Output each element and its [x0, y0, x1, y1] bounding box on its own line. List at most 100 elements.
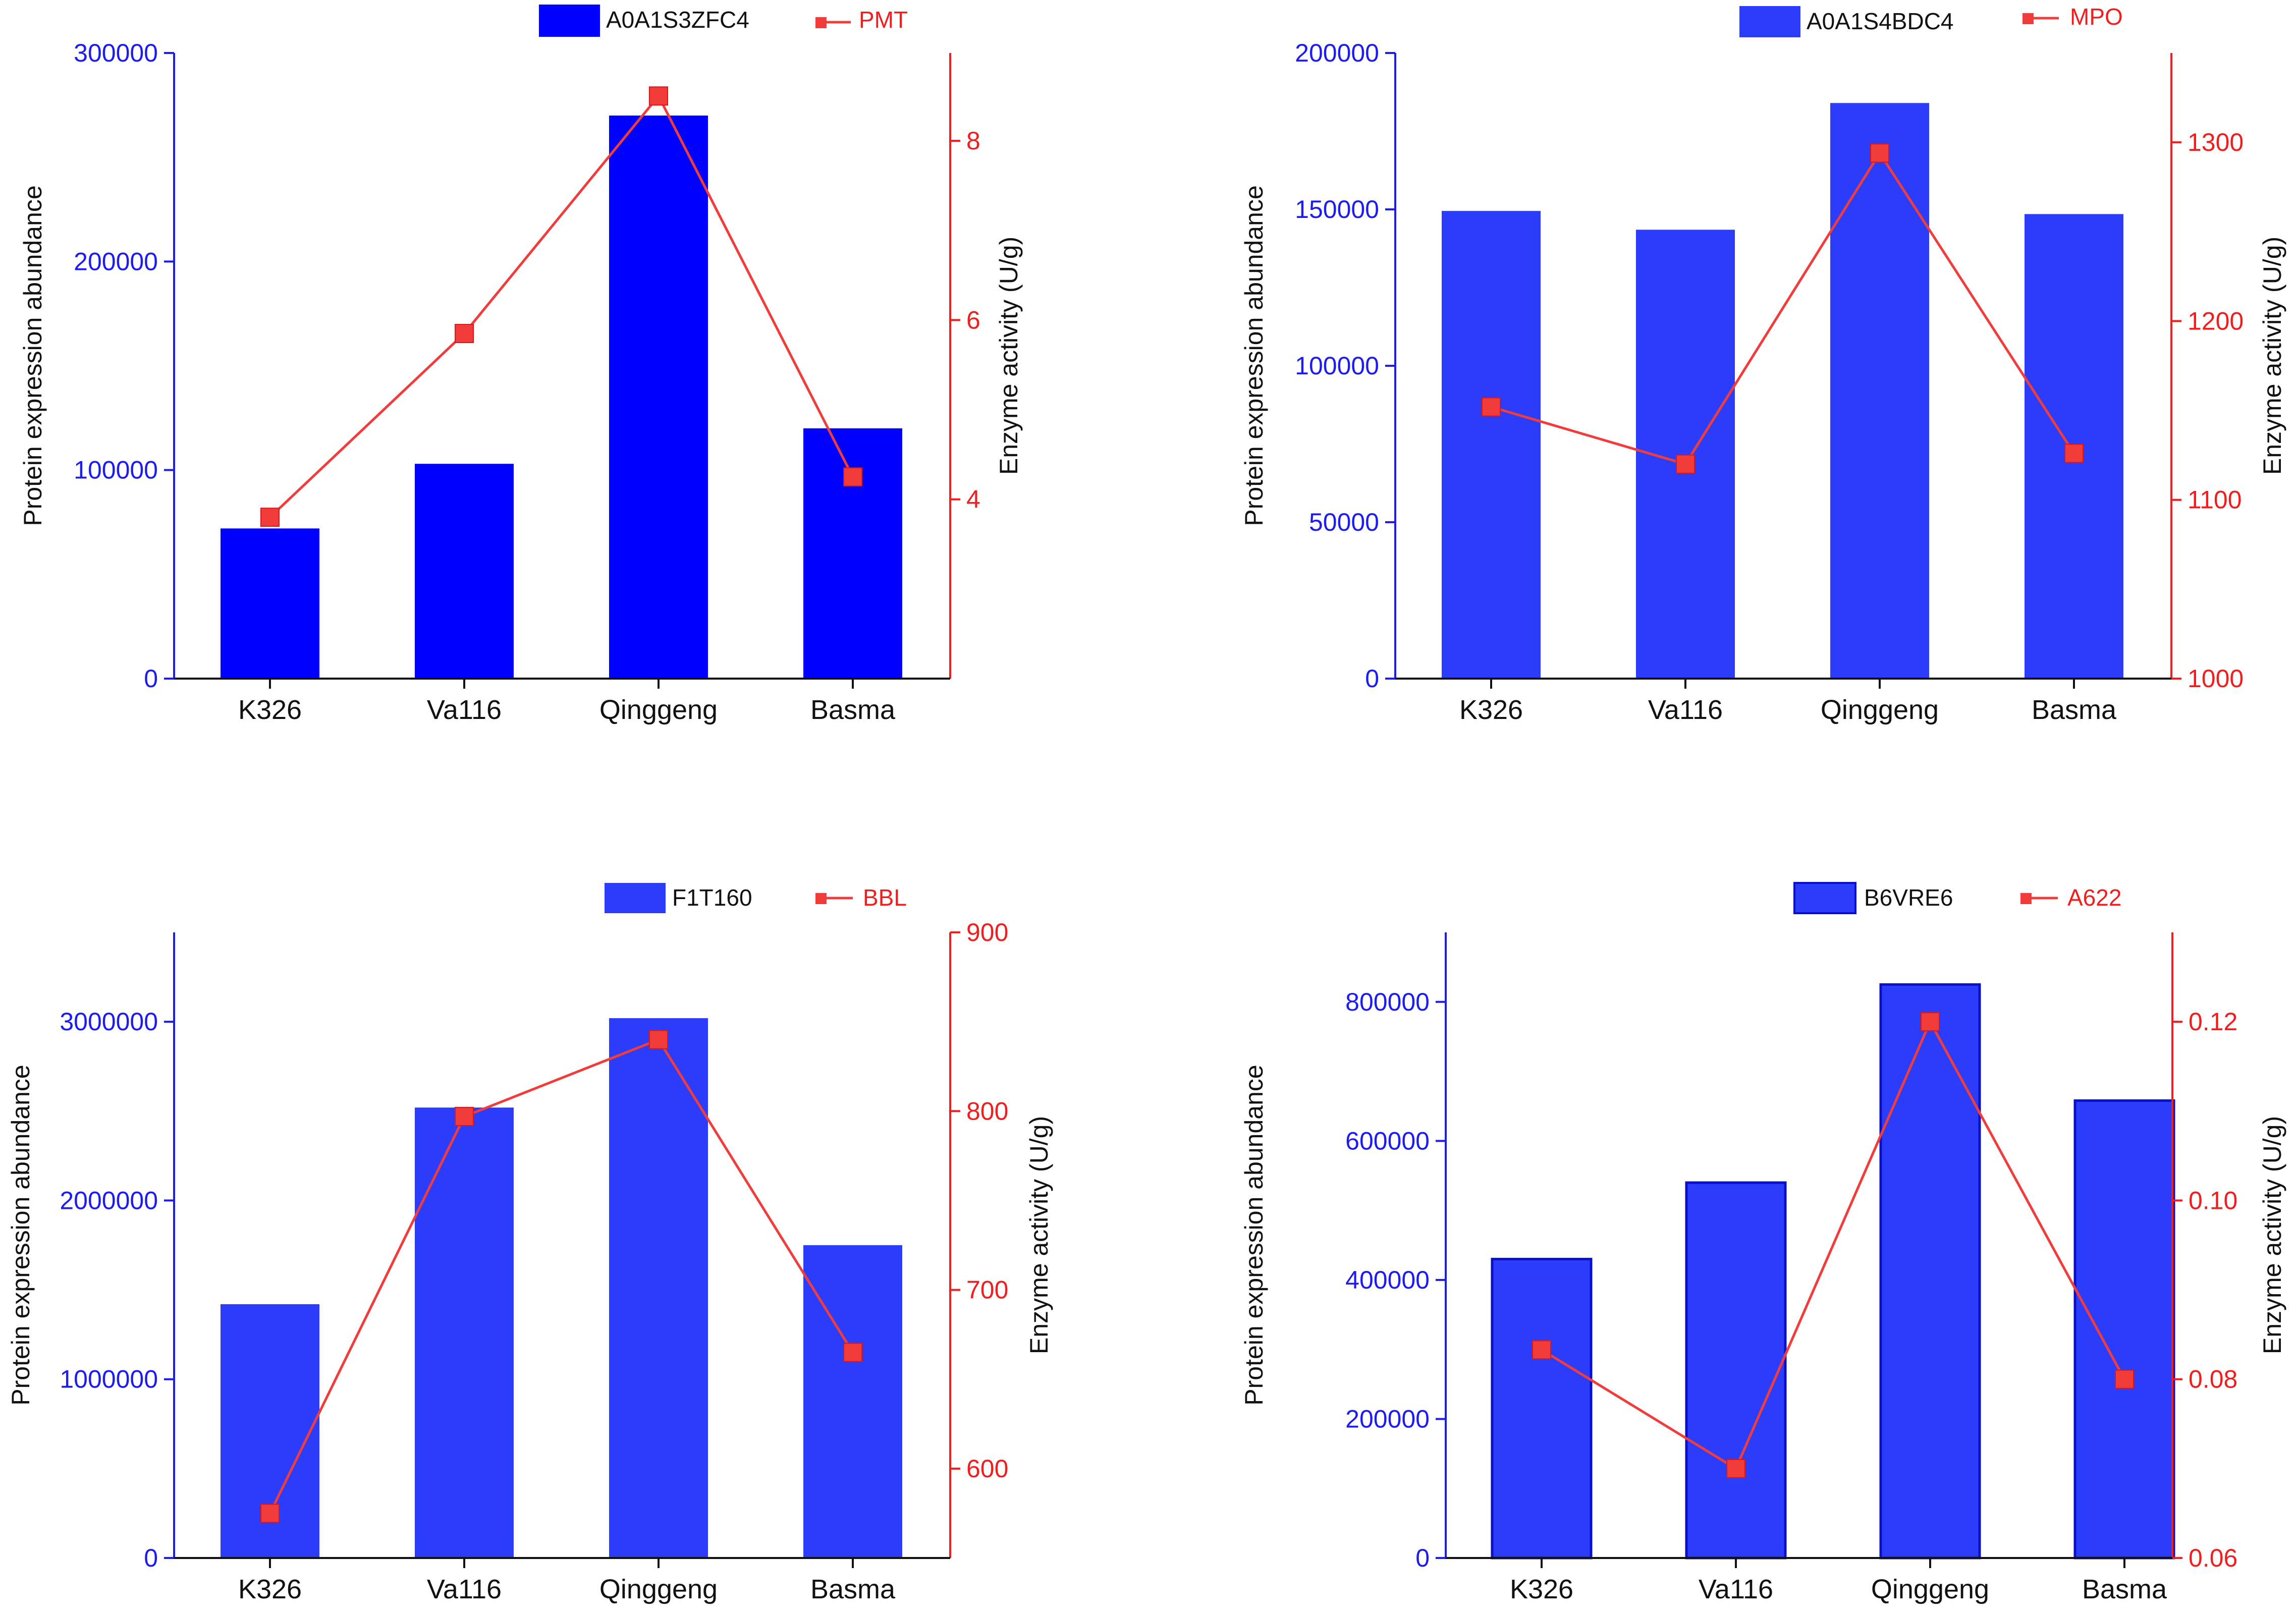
- series-line: [1541, 1019, 2126, 1471]
- bar-k326: [221, 528, 319, 679]
- bar-va116: [415, 464, 514, 679]
- x-tick-label: Basma: [810, 695, 896, 725]
- bar-basma: [2073, 1099, 2175, 1560]
- bar-qinggeng: [609, 116, 708, 679]
- legend-line-label: MPO: [2070, 4, 2123, 30]
- left-tick-label: 0: [1365, 664, 1379, 693]
- bar-basma: [803, 1245, 902, 1558]
- right-tick-label: 1100: [2188, 486, 2242, 514]
- x-tick-label: Qinggeng: [599, 695, 718, 725]
- right-tick-label: 4: [966, 485, 980, 514]
- left-tick-label: 200000: [74, 247, 158, 275]
- x-tick-label: Qinggeng: [1871, 1574, 1989, 1604]
- line-point-qinggeng: [1870, 143, 1889, 163]
- right-tick-label: 8: [966, 127, 980, 155]
- bar-k326: [1491, 1258, 1593, 1560]
- bar-basma: [803, 428, 902, 679]
- left-tick-label: 100000: [74, 456, 158, 484]
- line-point-va116: [1726, 1459, 1745, 1478]
- legend-line-marker: [2022, 13, 2034, 24]
- right-tick-label: 700: [966, 1276, 1008, 1304]
- left-tick-label: 0: [144, 664, 158, 693]
- x-tick-label: K326: [238, 1574, 302, 1604]
- left-tick-label: 2000000: [60, 1186, 158, 1214]
- left-tick-label: 400000: [1345, 1266, 1430, 1294]
- chart-panel-bbl: F1T160 BBL Protein expression abundance …: [7, 883, 1053, 1604]
- left-tick-label: 300000: [74, 39, 158, 67]
- left-tick-label: 200000: [1345, 1405, 1430, 1433]
- right-tick-label: 6: [966, 306, 980, 334]
- legend-bar-label: A0A1S4BDC4: [1807, 8, 1954, 34]
- right-tick-label: 0.12: [2189, 1008, 2237, 1036]
- right-tick-label: 1000: [2188, 664, 2244, 693]
- legend-bar-swatch: [539, 5, 600, 37]
- bar-qinggeng: [1830, 103, 1929, 679]
- bar-k326: [1442, 211, 1541, 679]
- right-axis-title: Enzyme activity (U/g): [1025, 1116, 1053, 1354]
- legend-line-label: A622: [2067, 884, 2121, 911]
- left-tick-label: 3000000: [60, 1008, 158, 1036]
- legend-bar-swatch: [605, 883, 666, 913]
- bar-va116: [415, 1107, 514, 1558]
- left-tick-label: 0: [144, 1544, 158, 1572]
- left-axis-title: Protein expression abundance: [1240, 185, 1268, 526]
- legend-line-label: PMT: [859, 7, 908, 33]
- line-point-va116: [455, 1106, 474, 1126]
- right-tick-label: 600: [966, 1455, 1008, 1483]
- chart-panel-pmt: A0A1S3ZFC4 PMT Protein expression abunda…: [19, 5, 1023, 725]
- line-point-basma: [2064, 443, 2084, 463]
- left-tick-label: 100000: [1295, 352, 1379, 380]
- chart-panel-a622: B6VRE6 A622 Protein expression abundance…: [1240, 882, 2286, 1604]
- chart-panel-mpo: A0A1S4BDC4 MPO Protein expression abunda…: [1240, 4, 2286, 725]
- legend-line-label: BBL: [863, 884, 907, 911]
- line-point-basma: [2115, 1369, 2134, 1389]
- series-line: [1491, 150, 2075, 466]
- right-axis-title: Enzyme activity (U/g): [2258, 237, 2286, 475]
- left-tick-label: 600000: [1345, 1127, 1430, 1155]
- left-axis-title: Protein expression abundance: [7, 1065, 35, 1405]
- legend-line-marker: [2020, 893, 2032, 904]
- x-tick-label: K326: [1510, 1574, 1573, 1604]
- x-tick-label: Va116: [427, 695, 502, 725]
- legend-bar-label: B6VRE6: [1864, 884, 1953, 911]
- x-tick-label: Basma: [810, 1574, 896, 1604]
- line-point-va116: [1676, 454, 1695, 474]
- x-tick-label: Qinggeng: [599, 1574, 718, 1604]
- left-tick-label: 1000000: [60, 1365, 158, 1394]
- x-tick-label: K326: [238, 695, 302, 725]
- right-tick-label: 800: [966, 1097, 1008, 1125]
- left-tick-label: 50000: [1309, 508, 1379, 536]
- line-point-k326: [1482, 397, 1501, 417]
- right-axis-title: Enzyme activity (U/g): [995, 237, 1023, 475]
- series-line: [269, 93, 854, 519]
- line-point-basma: [843, 467, 862, 487]
- line-point-qinggeng: [1921, 1012, 1940, 1032]
- line-point-k326: [260, 508, 280, 527]
- line-point-va116: [455, 324, 474, 344]
- left-tick-label: 800000: [1345, 988, 1430, 1016]
- left-axis-title: Protein expression abundance: [19, 185, 47, 526]
- legend-line-marker: [815, 17, 827, 28]
- right-axis-title: Enzyme activity (U/g): [2258, 1116, 2286, 1354]
- right-tick-label: 0.08: [2189, 1365, 2237, 1394]
- right-tick-label: 1200: [2188, 307, 2244, 335]
- legend-bar-label: F1T160: [672, 884, 752, 911]
- left-tick-label: 0: [1415, 1544, 1430, 1572]
- line-point-qinggeng: [649, 1030, 668, 1049]
- line-point-qinggeng: [649, 86, 668, 106]
- left-tick-label: 200000: [1295, 39, 1379, 67]
- legend-line-marker: [815, 893, 827, 904]
- x-tick-label: Qinggeng: [1821, 695, 1939, 725]
- right-tick-label: 1300: [2188, 128, 2244, 156]
- left-axis-title: Protein expression abundance: [1240, 1065, 1268, 1405]
- x-tick-label: Va116: [427, 1574, 502, 1604]
- x-tick-label: Va116: [1699, 1574, 1773, 1604]
- bar-qinggeng: [1879, 983, 1981, 1560]
- x-tick-label: Basma: [2032, 695, 2117, 725]
- bar-va116: [1685, 1181, 1787, 1560]
- legend-bar-label: A0A1S3ZFC4: [606, 7, 749, 33]
- right-tick-label: 900: [966, 918, 1008, 947]
- line-point-k326: [260, 1504, 280, 1523]
- legend-bar-swatch: [1739, 6, 1800, 37]
